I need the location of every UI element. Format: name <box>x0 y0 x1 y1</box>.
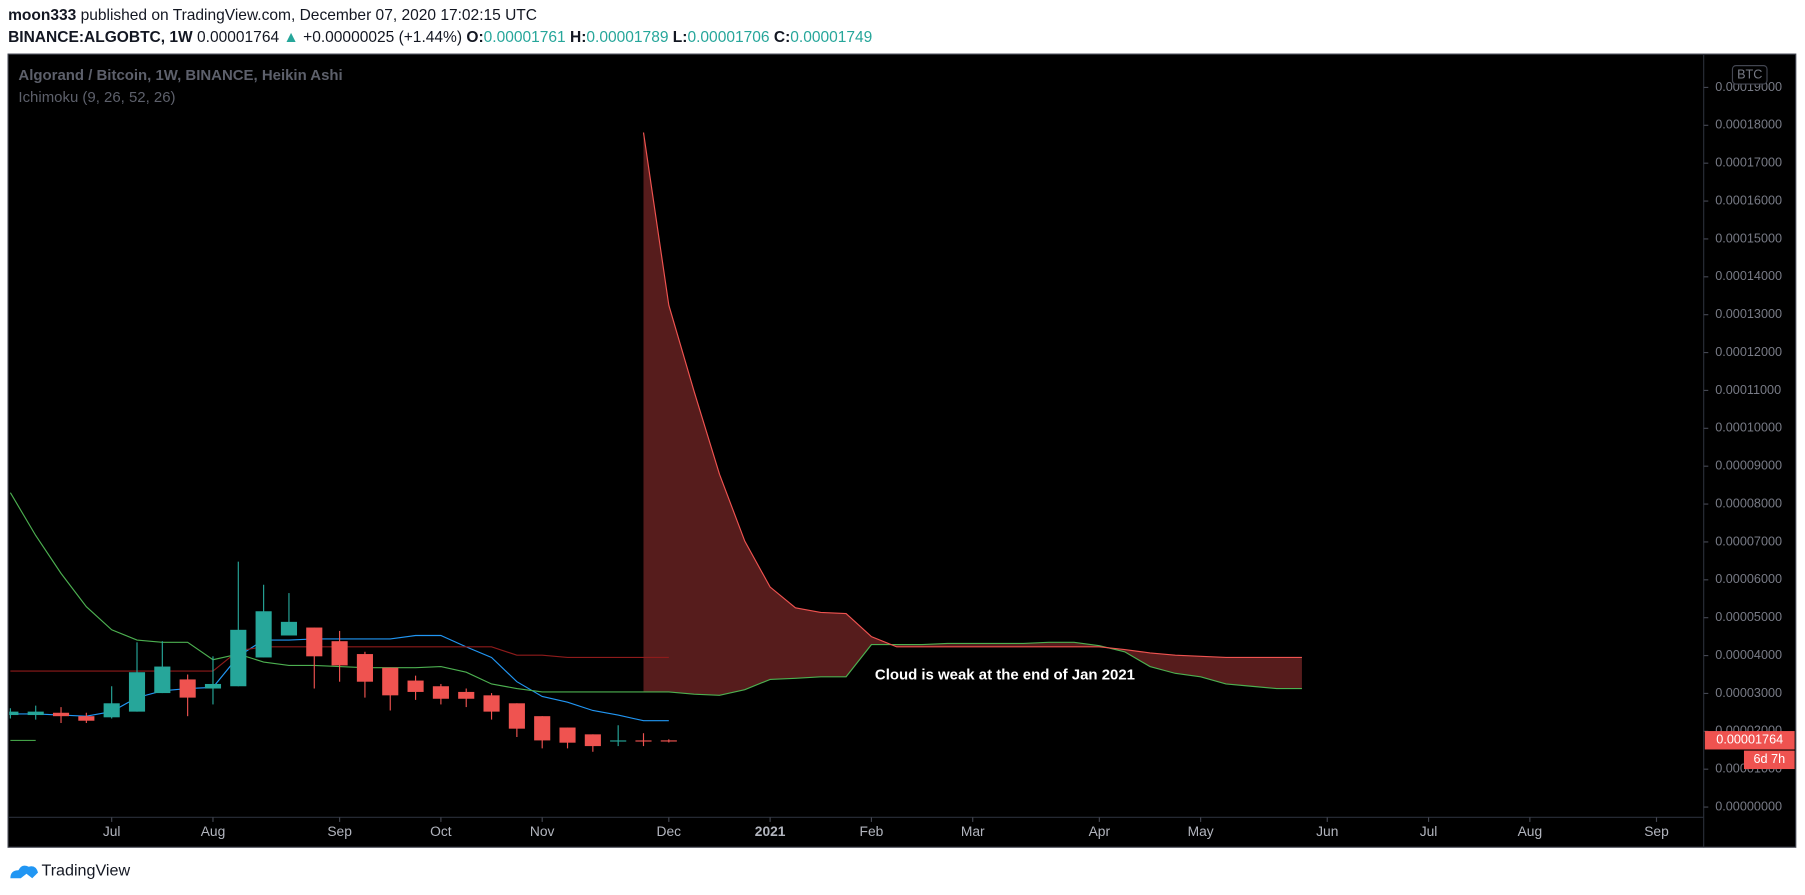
x-tick-label: 2021 <box>755 823 786 839</box>
plot-area <box>9 132 1302 752</box>
x-tick-label: Feb <box>860 823 884 839</box>
low: 0.00001706 <box>687 29 769 46</box>
indicator-line <box>642 132 1302 659</box>
candle-body <box>128 672 146 712</box>
candle-body <box>179 679 196 698</box>
open-label: O: <box>466 29 483 46</box>
x-tick-label: Aug <box>201 823 226 839</box>
arrow: ▲ <box>283 29 298 46</box>
candle-body <box>306 627 323 657</box>
y-tick-label: 0.00016000 <box>1715 193 1782 207</box>
candle-body <box>458 691 475 699</box>
symbol: BINANCE:ALGOBTC, 1W <box>8 29 193 46</box>
published: published on TradingView.com, December 0… <box>81 7 537 24</box>
candle-body <box>534 716 551 741</box>
publish-line: moon333 published on TradingView.com, De… <box>8 7 537 24</box>
candle-body <box>432 686 449 699</box>
y-tick-label: 0.00008000 <box>1715 496 1782 510</box>
y-tick-label: 0.00007000 <box>1715 534 1782 548</box>
x-tick-label: Mar <box>961 823 985 839</box>
close: 0.00001749 <box>790 29 872 46</box>
currency-box <box>1731 65 1768 85</box>
high-label: H: <box>570 29 586 46</box>
y-tick-label: 0.00006000 <box>1715 572 1782 586</box>
y-tick-label: 0.00018000 <box>1715 118 1782 132</box>
last: 0.00001764 <box>197 29 279 46</box>
x-tick-label: Dec <box>657 823 682 839</box>
chart-background <box>7 53 1797 848</box>
y-tick-label: 0.00014000 <box>1715 269 1782 283</box>
x-tick-label: Jul <box>103 823 121 839</box>
x-tick-label: Jul <box>1420 823 1438 839</box>
y-tick-label: 0.00015000 <box>1715 231 1782 245</box>
y-tick-label: 0.00017000 <box>1715 156 1782 170</box>
currency: BTC <box>1737 68 1762 82</box>
candle-body <box>610 740 627 742</box>
high: 0.00001789 <box>586 29 668 46</box>
indicator-line <box>9 492 1302 696</box>
y-tick-label: 0.00012000 <box>1715 345 1782 359</box>
x-tick-label: Nov <box>530 823 555 839</box>
candle-body <box>78 716 95 721</box>
x-tick-label: Sep <box>327 823 352 839</box>
author: moon333 <box>8 7 77 24</box>
candle-body <box>204 683 222 689</box>
y-tick-label: 0.00011000 <box>1715 383 1781 397</box>
countdown: 6d 7h <box>1753 752 1785 766</box>
x-tick-label: Sep <box>1644 823 1669 839</box>
candle-body <box>280 621 298 636</box>
candle-body <box>559 727 576 743</box>
y-tick-label: 0.00005000 <box>1715 610 1782 624</box>
candle-body <box>27 711 44 716</box>
y-tick-label: 0.00009000 <box>1715 459 1782 473</box>
candle-body <box>483 695 500 712</box>
price-label-box <box>1704 731 1795 750</box>
axes: 0.000000000.000010000.000020000.00003000… <box>103 80 1795 839</box>
low-label: L: <box>673 29 688 46</box>
x-tick-label: Aug <box>1518 823 1543 839</box>
y-tick-label: 0.00004000 <box>1715 648 1782 662</box>
candle-body <box>52 712 70 717</box>
chart-title: Algorand / Bitcoin, 1W, BINANCE, Heikin … <box>18 67 342 84</box>
brand: TradingView <box>41 862 130 880</box>
candle-body <box>508 703 525 729</box>
change: +0.00000025 (+1.44%) <box>303 29 462 46</box>
close-label: C: <box>774 29 790 46</box>
candle-body <box>103 703 120 718</box>
candle-body <box>660 740 677 742</box>
candle-body <box>255 611 272 658</box>
open: 0.00001761 <box>484 29 566 46</box>
y-tick-label: 0.00010000 <box>1715 421 1782 435</box>
annotation: Cloud is weak at the end of Jan 2021 <box>875 667 1135 684</box>
x-tick-label: May <box>1188 823 1214 839</box>
x-tick-label: Oct <box>430 823 452 839</box>
quote-line: BINANCE:ALGOBTC, 1W 0.00001764 ▲ +0.0000… <box>8 29 872 46</box>
candle-body <box>331 641 348 666</box>
candle-body <box>407 680 424 692</box>
y-tick-label: 0.00013000 <box>1715 307 1782 321</box>
cloud-fill <box>643 132 1302 696</box>
candle-body <box>230 629 247 687</box>
y-tick-label: 0.00003000 <box>1715 686 1782 700</box>
x-tick-label: Apr <box>1089 823 1111 839</box>
candle-body <box>382 667 399 696</box>
candle-body <box>584 734 601 747</box>
candle-body <box>356 654 373 682</box>
x-tick-label: Jun <box>1316 823 1338 839</box>
y-tick-label: 0.00000000 <box>1715 799 1782 813</box>
indicator-legend: Ichimoku (9, 26, 52, 26) <box>18 89 175 106</box>
logo-icon <box>10 865 39 879</box>
countdown-box <box>1743 750 1795 770</box>
price-label: 0.00001764 <box>1716 733 1783 747</box>
candle-body <box>154 666 171 694</box>
candle-body <box>635 740 652 742</box>
candle-body <box>9 711 19 716</box>
